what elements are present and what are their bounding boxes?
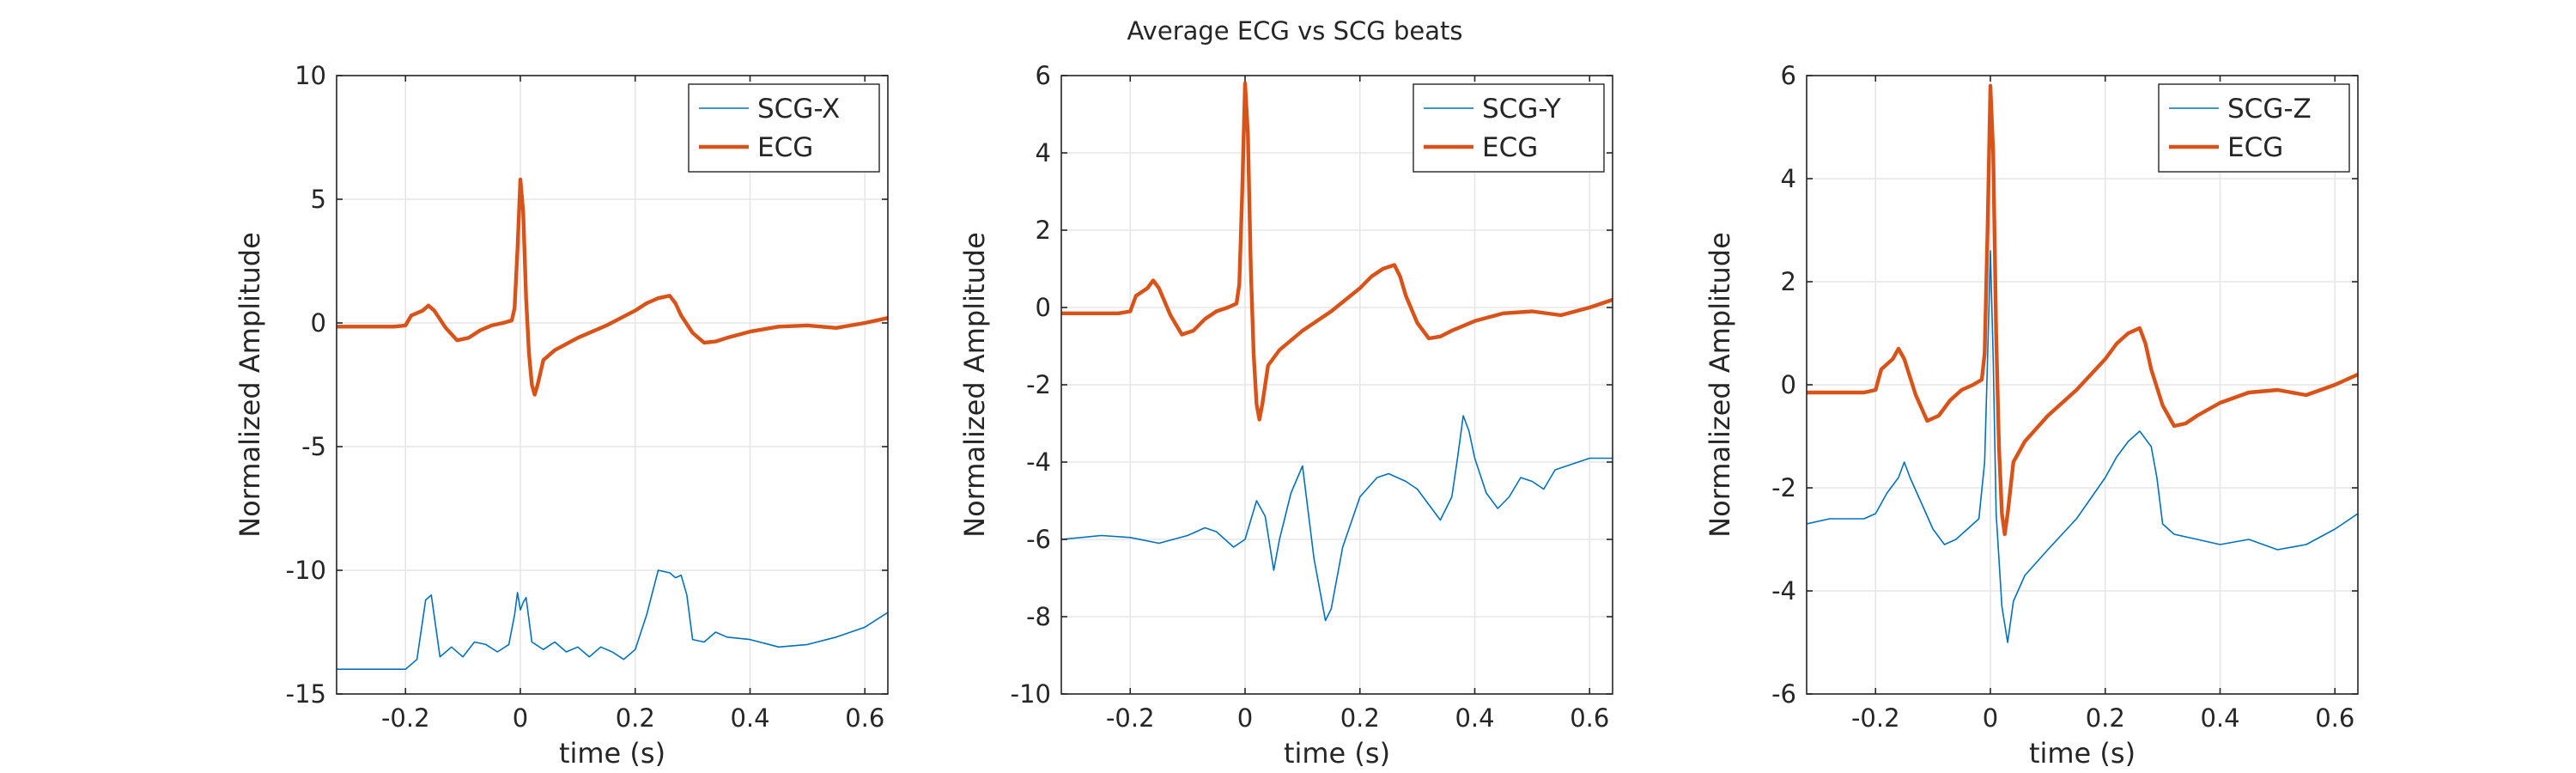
y-tick-label: -10 xyxy=(286,556,326,585)
y-tick-label: 10 xyxy=(295,61,326,90)
y-tick-label: 5 xyxy=(311,185,326,214)
x-tick-label: 0.2 xyxy=(2086,703,2125,733)
legend-box xyxy=(688,83,880,173)
legend: SCG-X ECG xyxy=(688,83,880,173)
x-tick-label: 0.4 xyxy=(2200,703,2239,733)
y-tick-label: -8 xyxy=(1026,602,1051,631)
y-tick-label: 6 xyxy=(1036,61,1051,90)
x-axis-label: time (s) xyxy=(1284,737,1390,770)
legend-box xyxy=(2158,83,2350,173)
subplot-3: -0.2 0 0.2 0.4 0.6 -6 -4 -2 0 2 4 6 time (s) Normaliz… xyxy=(1704,61,2359,770)
subplot-1: -0.2 0 0.2 0.4 0.6 -15 -10 -5 0 5 10 time (s) Normal… xyxy=(234,61,889,770)
y-tick-label: 4 xyxy=(1781,164,1796,193)
legend-label: ECG xyxy=(757,132,813,163)
y-tick-label: -2 xyxy=(1771,473,1796,502)
y-axis-label: Normalized Amplitude xyxy=(958,232,991,538)
series-line-scg-z xyxy=(1807,250,2358,643)
x-tick-label: 0.6 xyxy=(1570,703,1609,733)
x-tick-label: 0.4 xyxy=(1455,703,1494,733)
y-tick-label: 0 xyxy=(1781,370,1796,399)
y-axis-label: Normalized Amplitude xyxy=(234,232,266,538)
y-axis-label: Normalized Amplitude xyxy=(1704,232,1736,538)
y-tick-label: 4 xyxy=(1036,138,1051,167)
figure-title: Average ECG vs SCG beats xyxy=(1127,16,1463,46)
plot-area xyxy=(337,177,888,671)
legend-label: SCG-Z xyxy=(2227,94,2312,125)
y-tick-label: -4 xyxy=(1026,447,1051,477)
y-tick-label: -10 xyxy=(1011,679,1051,709)
x-tick-label: 0.6 xyxy=(845,703,884,733)
y-tick-label: 2 xyxy=(1781,267,1796,296)
legend-box xyxy=(1413,83,1605,173)
x-tick-label: -0.2 xyxy=(381,703,430,733)
x-tick-label: 0 xyxy=(513,703,528,733)
x-axis-label: time (s) xyxy=(2029,737,2136,770)
series-line-scg-y xyxy=(1061,415,1613,622)
series-line-ecg xyxy=(337,177,888,397)
y-tick-label: 0 xyxy=(311,308,326,338)
legend-label: ECG xyxy=(1482,132,1538,163)
legend: SCG-Z ECG xyxy=(2158,83,2350,173)
legend-label: SCG-X xyxy=(757,94,840,125)
series-line-ecg xyxy=(1061,81,1613,422)
y-tick-label: -6 xyxy=(1771,679,1796,709)
legend-label: ECG xyxy=(2227,132,2283,163)
x-axis-label: time (s) xyxy=(559,737,665,770)
y-tick-label: -5 xyxy=(301,432,326,461)
axes-box xyxy=(336,75,889,695)
y-tick-label: -4 xyxy=(1771,576,1796,606)
x-tick-label: 0 xyxy=(1983,703,1998,733)
y-tick-label: -6 xyxy=(1026,525,1051,554)
series-line-scg-x xyxy=(337,569,888,671)
y-tick-label: 2 xyxy=(1036,216,1051,245)
plot-area xyxy=(1807,83,2358,643)
legend-label: SCG-Y xyxy=(1482,94,1561,125)
x-tick-label: 0.2 xyxy=(616,703,655,733)
series-line-ecg xyxy=(1807,83,2358,537)
x-tick-label: 0.4 xyxy=(730,703,769,733)
plot-area xyxy=(1061,81,1613,622)
subplot-2: -0.2 0 0.2 0.4 0.6 -10 -8 -6 -4 -2 0 2 4 6 time (s) Nor… xyxy=(958,61,1613,770)
x-tick-label: -0.2 xyxy=(1106,703,1155,733)
legend: SCG-Y ECG xyxy=(1413,83,1605,173)
x-tick-label: 0.6 xyxy=(2315,703,2354,733)
x-tick-label: 0.2 xyxy=(1340,703,1380,733)
y-tick-label: 6 xyxy=(1781,61,1796,90)
x-tick-label: -0.2 xyxy=(1851,703,1900,733)
y-tick-label: -15 xyxy=(286,679,326,709)
y-tick-label: 0 xyxy=(1036,293,1051,322)
y-tick-label: -2 xyxy=(1026,370,1051,399)
x-tick-label: 0 xyxy=(1237,703,1253,733)
